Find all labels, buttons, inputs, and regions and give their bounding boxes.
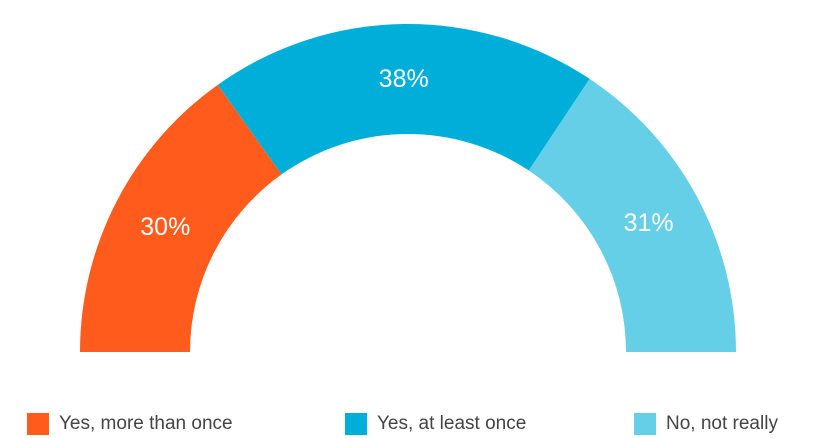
legend-swatch	[27, 413, 49, 435]
slice-value-label: 38%	[379, 65, 429, 93]
legend-item-yes-at-least-once: Yes, at least once	[345, 410, 526, 438]
slice-yes-at-least-once	[218, 24, 590, 174]
slice-value-label: 31%	[624, 209, 674, 237]
legend-swatch	[634, 413, 656, 435]
legend-swatch	[345, 413, 367, 435]
legend-item-no-not-really: No, not really	[634, 410, 778, 438]
legend-label: Yes, more than once	[59, 413, 233, 435]
legend-item-yes-more-than-once: Yes, more than once	[27, 410, 233, 438]
legend: Yes, more than once Yes, at least once N…	[0, 410, 827, 438]
slice-value-label: 30%	[140, 213, 190, 241]
legend-label: Yes, at least once	[377, 413, 526, 435]
legend-label: No, not really	[666, 413, 778, 435]
